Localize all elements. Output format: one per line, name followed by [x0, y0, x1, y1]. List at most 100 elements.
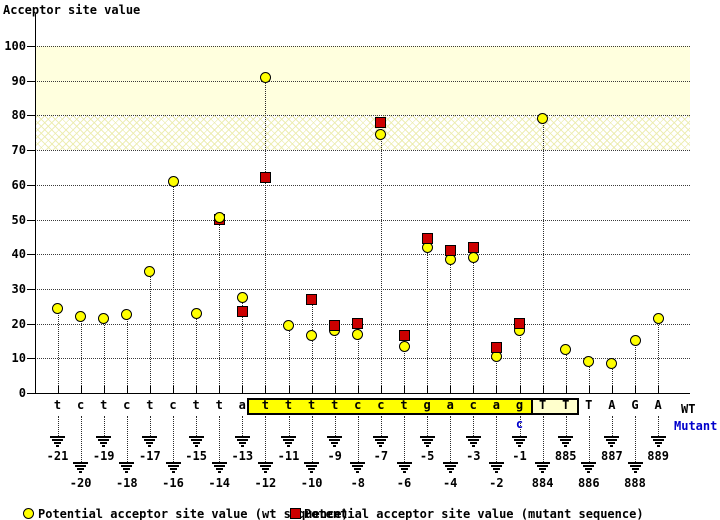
ground-icon	[257, 462, 273, 464]
x-axis-tick	[542, 386, 544, 393]
wt-marker	[583, 356, 595, 368]
position-drop-line	[496, 416, 498, 462]
ground-icon	[448, 471, 452, 473]
x-axis-tick	[611, 386, 613, 393]
stem-line	[173, 181, 174, 386]
position-drop-line	[196, 416, 198, 436]
stem-line	[80, 316, 82, 386]
position-drop-line	[635, 416, 636, 462]
y-axis	[35, 14, 36, 393]
y-axis-tick	[27, 46, 35, 47]
grid-line	[37, 288, 690, 290]
stem-line	[288, 325, 290, 386]
ground-icon	[656, 445, 660, 447]
position-label: -15	[185, 449, 207, 463]
x-axis-tick	[357, 386, 359, 393]
ground-icon	[238, 442, 246, 444]
wt-marker	[398, 340, 410, 352]
y-axis-tick	[27, 288, 35, 290]
stem-line	[196, 313, 198, 386]
wt-marker	[213, 212, 225, 224]
ground-icon	[610, 445, 614, 447]
ground-icon	[96, 436, 112, 438]
seq-letter: t	[400, 398, 408, 412]
plot-band	[36, 115, 690, 151]
y-axis-tick	[27, 323, 35, 325]
stem-line	[380, 122, 382, 386]
ground-icon	[423, 442, 431, 444]
position-drop-line	[149, 416, 151, 436]
stem-line	[496, 347, 498, 386]
position-drop-line	[334, 416, 336, 436]
ground-icon	[488, 462, 504, 464]
ground-icon	[100, 442, 108, 444]
mutant-row-label: Mutant	[674, 419, 718, 433]
x-axis-tick	[635, 386, 636, 393]
ground-icon	[494, 471, 498, 473]
grid-line	[37, 184, 690, 186]
ground-icon	[558, 436, 574, 438]
ground-icon	[396, 462, 412, 464]
position-drop-line	[473, 416, 475, 436]
position-label: -5	[419, 449, 435, 463]
x-axis-tick	[288, 386, 290, 393]
ground-icon	[283, 439, 294, 441]
stem-line	[242, 297, 244, 386]
ground-icon	[539, 468, 547, 470]
ground-icon	[444, 465, 456, 467]
mutant-marker	[490, 342, 502, 354]
ground-icon	[490, 465, 502, 467]
seq-letter: t	[261, 398, 269, 412]
position-label: -14	[208, 476, 231, 490]
x-axis-tick	[80, 386, 82, 393]
ground-icon	[402, 471, 406, 473]
y-tick-label: 60	[11, 177, 26, 192]
ground-icon	[516, 442, 523, 444]
stem-line	[588, 361, 590, 386]
wt-marker	[121, 309, 133, 321]
stem-line	[658, 318, 660, 386]
stem-line	[149, 271, 151, 386]
x-axis-tick	[311, 386, 313, 393]
seq-letter: a	[492, 398, 500, 412]
x-axis	[35, 393, 690, 394]
position-label: -1	[512, 449, 527, 463]
ground-icon	[400, 468, 408, 470]
position-drop-line	[80, 416, 82, 462]
position-drop-line	[265, 416, 267, 462]
ground-icon	[629, 465, 641, 467]
ground-icon	[169, 468, 177, 470]
seq-letter: t	[215, 398, 223, 412]
ground-icon	[194, 445, 198, 447]
ground-icon	[398, 465, 410, 467]
ground-icon	[631, 468, 639, 470]
exon-highlight-box	[530, 398, 579, 415]
seq-letter: A	[654, 398, 662, 412]
mutant-marker	[352, 318, 364, 330]
y-tick-label: 40	[11, 247, 26, 262]
seq-letter: c	[354, 398, 362, 412]
position-drop-line	[219, 416, 221, 462]
ground-icon	[192, 442, 200, 444]
y-axis-tick	[27, 150, 35, 152]
position-label: -16	[162, 476, 184, 490]
x-axis-tick	[219, 386, 221, 393]
ground-icon	[535, 462, 551, 464]
ground-icon	[329, 439, 341, 441]
ground-icon	[261, 468, 269, 470]
position-label: -20	[69, 476, 92, 490]
legend-wt-icon	[23, 508, 34, 519]
ground-icon	[217, 471, 221, 473]
grid-line	[37, 115, 690, 117]
grid-line	[37, 219, 690, 221]
ground-icon	[564, 445, 568, 447]
x-axis-tick	[126, 386, 128, 393]
ground-icon	[512, 436, 527, 438]
mutant-marker	[467, 241, 479, 253]
position-label: 888	[624, 476, 646, 490]
position-drop-line	[450, 416, 452, 462]
ground-icon	[446, 468, 454, 470]
x-axis-tick	[658, 386, 660, 393]
ground-icon	[310, 471, 314, 473]
ground-icon	[606, 439, 618, 441]
